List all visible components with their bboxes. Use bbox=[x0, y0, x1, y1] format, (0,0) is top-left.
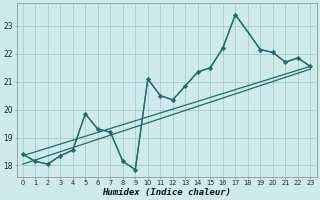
X-axis label: Humidex (Indice chaleur): Humidex (Indice chaleur) bbox=[102, 188, 231, 197]
